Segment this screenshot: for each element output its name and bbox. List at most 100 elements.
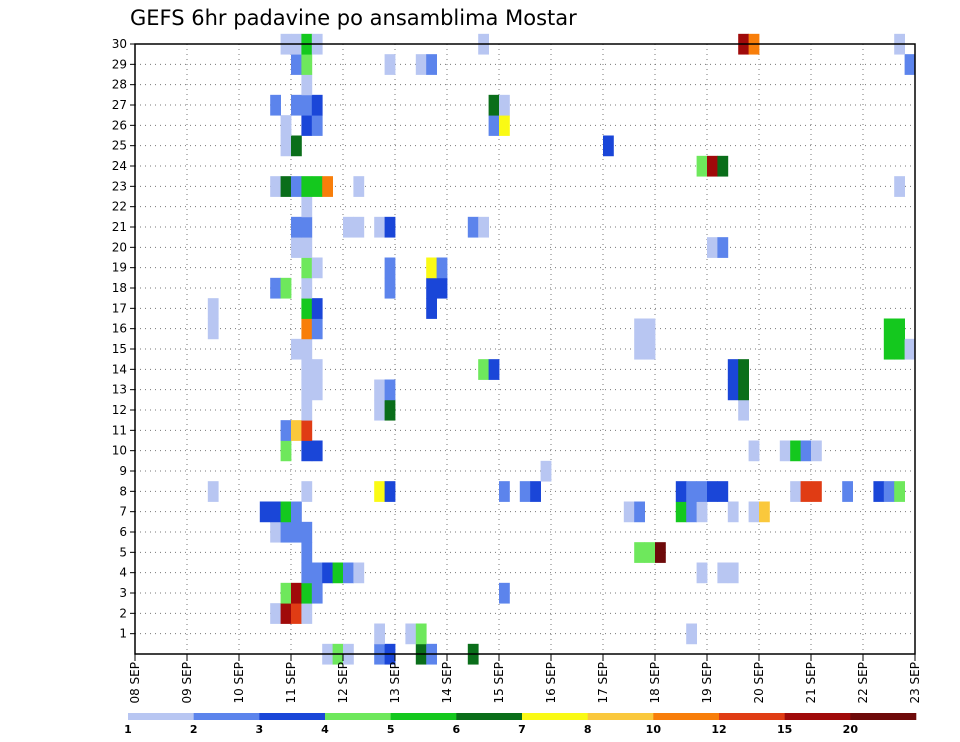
heatmap-cell [883, 318, 895, 340]
heatmap-cell [779, 440, 791, 462]
heatmap-cell [301, 318, 313, 340]
heatmap-cell [311, 440, 323, 462]
heatmap-cell [353, 216, 365, 238]
legend-label: 6 [453, 723, 461, 736]
heatmap-cell [738, 379, 749, 401]
heatmap-cell [311, 94, 323, 116]
legend-swatch [522, 713, 588, 720]
heatmap-cell [291, 135, 302, 157]
heatmap-cell [696, 155, 708, 177]
y-tick-label: 7 [119, 505, 127, 519]
heatmap-cell [634, 501, 645, 523]
heatmap-cell [311, 257, 323, 279]
heatmap-cell [311, 176, 323, 197]
heatmap-cell [675, 501, 687, 523]
y-tick-label: 16 [112, 322, 127, 336]
heatmap-cell [301, 298, 313, 319]
heatmap-cell [499, 94, 510, 116]
heatmap-cell [311, 359, 323, 380]
y-tick-label: 13 [112, 383, 127, 397]
heatmap-cell [790, 481, 801, 502]
y-tick-label: 26 [112, 118, 127, 132]
x-tick-label: 16 SEP [544, 662, 558, 704]
heatmap-cell [488, 115, 500, 136]
heatmap-cell [426, 257, 437, 279]
legend-label: 10 [646, 723, 662, 736]
heatmap-cell [291, 501, 302, 523]
y-tick-label: 6 [119, 525, 127, 539]
y-tick-label: 14 [112, 362, 127, 376]
heatmap-cell [343, 216, 354, 238]
heatmap-cell [727, 359, 739, 380]
x-tick-label: 09 SEP [180, 662, 194, 704]
y-tick-label: 23 [112, 179, 127, 193]
color-legend: 1 2 3 4 5 6 7 8 10 12 15 20 [124, 713, 917, 736]
heatmap-cell [842, 481, 853, 502]
heatmap-cell [353, 562, 365, 584]
heatmap-cell [301, 277, 313, 299]
heatmap-cell [291, 420, 302, 441]
heatmap-cell [707, 481, 718, 502]
legend-label: 7 [518, 723, 526, 736]
legend-swatch [128, 713, 194, 720]
heatmap-cell [207, 318, 219, 340]
heatmap-cell [530, 481, 541, 502]
heatmap-cell [291, 582, 302, 604]
heatmap-cell [374, 216, 385, 238]
y-tick-label: 22 [112, 200, 127, 214]
legend-swatch [850, 713, 917, 720]
heatmap-cell [686, 501, 697, 523]
heatmap-cell [696, 481, 708, 502]
heatmap-cell [790, 440, 801, 462]
y-tick-label: 3 [119, 586, 127, 600]
heatmap-cell [384, 481, 396, 502]
chart-title: GEFS 6hr padavine po ansamblima Mostar [130, 6, 577, 30]
heatmap-cell [301, 237, 313, 258]
heatmap-cell [415, 54, 427, 75]
heatmap-cell [603, 135, 614, 157]
y-tick-label: 21 [112, 220, 127, 234]
heatmap-cell [634, 318, 645, 340]
heatmap-cell [291, 237, 302, 258]
heatmap-cell [519, 481, 531, 502]
heatmap-cell [280, 521, 292, 543]
heatmap-cell [488, 94, 500, 116]
x-tick-label: 19 SEP [700, 662, 714, 704]
heatmap-cell [207, 481, 219, 502]
heatmap-cell [301, 379, 313, 401]
heatmap-cells [207, 33, 916, 665]
gridlines [135, 44, 915, 654]
legend-swatch [390, 713, 457, 720]
legend-label: 5 [387, 723, 395, 736]
heatmap-cell [291, 521, 302, 543]
x-tick-label: 20 SEP [752, 662, 766, 704]
heatmap-cell [904, 54, 916, 75]
heatmap-cell [686, 623, 697, 645]
heatmap-cell [634, 542, 645, 563]
heatmap-cell [301, 74, 313, 96]
y-tick-label: 10 [112, 444, 127, 458]
heatmap-cell [748, 440, 760, 462]
heatmap-cell [405, 623, 417, 645]
heatmap-cell [384, 399, 396, 421]
heatmap-cell [270, 521, 281, 543]
heatmap-cell [280, 135, 292, 157]
heatmap-cell [759, 501, 770, 523]
x-tick-label: 11 SEP [284, 662, 298, 704]
heatmap-cell [301, 196, 313, 218]
heatmap-cell [301, 94, 313, 116]
heatmap-cell [707, 155, 718, 177]
heatmap-cell [499, 115, 510, 136]
x-tick-label: 10 SEP [232, 662, 246, 704]
legend-swatch [784, 713, 851, 720]
heatmap-cell [301, 603, 313, 624]
legend-label: 20 [843, 723, 859, 736]
heatmap-cell [311, 379, 323, 401]
heatmap-cell [301, 440, 313, 462]
heatmap-cell [686, 481, 697, 502]
heatmap-cell [644, 318, 656, 340]
heatmap-cell [270, 277, 281, 299]
x-tick-label: 18 SEP [648, 662, 662, 704]
heatmap-cell [894, 318, 905, 340]
heatmap-cell [727, 501, 739, 523]
